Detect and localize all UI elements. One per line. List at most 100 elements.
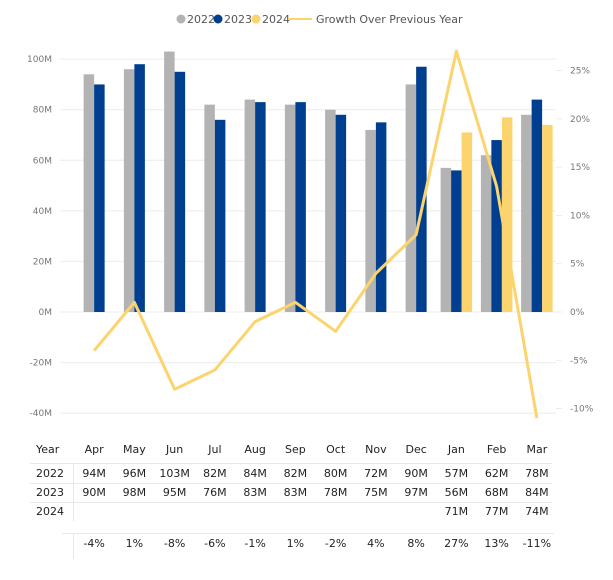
left-tick-label: 40M bbox=[33, 207, 52, 217]
table-header-Dec: Dec bbox=[405, 443, 427, 456]
table-row-label: 2022 bbox=[36, 467, 64, 480]
legend-marker-2023 bbox=[213, 14, 223, 24]
table-divider bbox=[30, 502, 552, 503]
growth-line bbox=[92, 49, 539, 419]
right-tick-label: 15% bbox=[570, 163, 590, 173]
table-header-Jun: Jun bbox=[166, 443, 184, 456]
right-tick-label: 25% bbox=[570, 67, 590, 77]
bar-2023-Jan bbox=[451, 170, 462, 312]
table-divider bbox=[30, 483, 552, 484]
table-header-Sep: Sep bbox=[285, 443, 306, 456]
table-growth-cell: 4% bbox=[367, 537, 385, 550]
bar-2022-Feb bbox=[480, 155, 492, 312]
bar-2022-May bbox=[123, 69, 135, 312]
bar-2023-Feb bbox=[491, 140, 502, 312]
table-divider bbox=[73, 463, 74, 521]
table-growth-cell: -1% bbox=[244, 537, 266, 550]
bar-2023-May bbox=[134, 64, 145, 312]
right-tick-label: 20% bbox=[570, 115, 590, 125]
bar-2023-Oct bbox=[335, 114, 347, 313]
bar-2022-Oct bbox=[325, 109, 336, 312]
bar-2022-Aug bbox=[244, 99, 256, 312]
bar-2022-Jan bbox=[440, 167, 452, 312]
table-cell: 84M bbox=[243, 467, 267, 480]
table-header-Nov: Nov bbox=[365, 443, 387, 456]
table-growth-cell: 27% bbox=[444, 537, 469, 550]
table-header-May: May bbox=[123, 443, 146, 456]
table-growth-cell: 1% bbox=[125, 537, 144, 550]
right-axis: 25% 20% 15% 10% 5% 0% -5% -10% bbox=[556, 67, 594, 415]
table-cell: 82M bbox=[203, 467, 227, 480]
table-cell: 97M bbox=[404, 486, 428, 499]
table-cell: 71M bbox=[444, 505, 469, 518]
table-cell: 98M bbox=[122, 486, 147, 499]
table-growth-cell: -4% bbox=[83, 537, 105, 550]
table-divider bbox=[62, 533, 554, 534]
table-cell: 56M bbox=[444, 486, 469, 499]
table-cell: 68M bbox=[484, 486, 509, 499]
bar-2022-Mar bbox=[521, 114, 532, 313]
legend-label-2022: 2022 bbox=[187, 13, 215, 26]
table-cell: 57M bbox=[444, 467, 469, 480]
growth-line-path bbox=[92, 49, 539, 419]
bar-2023-Dec bbox=[416, 66, 427, 312]
table-cell: 94M bbox=[82, 467, 106, 480]
table-header-Feb: Feb bbox=[486, 443, 507, 456]
bar-2023-Jul bbox=[214, 119, 226, 312]
left-tick-label: 80M bbox=[33, 106, 52, 116]
table-header-Apr: Apr bbox=[84, 443, 104, 456]
table-growth-cell: -11% bbox=[522, 537, 552, 550]
legend-label-2024: 2024 bbox=[262, 13, 290, 26]
table-cell: 96M bbox=[122, 467, 147, 480]
table-cell: 78M bbox=[525, 467, 549, 480]
right-tick-label: -10% bbox=[570, 405, 594, 415]
table-divider bbox=[30, 463, 552, 464]
bar-2024-Mar bbox=[542, 124, 553, 312]
legend-label-growth: Growth Over Previous Year bbox=[316, 13, 463, 26]
table-cell: 82M bbox=[283, 467, 308, 480]
left-tick-label: 20M bbox=[33, 257, 52, 267]
table-cell: 103M bbox=[159, 467, 190, 480]
right-tick-label: 5% bbox=[570, 260, 585, 270]
bar-2023-Mar bbox=[531, 99, 543, 312]
bar-2022-Jul bbox=[204, 104, 215, 313]
bar-2022-Nov bbox=[365, 129, 376, 312]
bar-2024-Jan bbox=[461, 132, 473, 312]
bar-2022-Sep bbox=[284, 104, 296, 313]
table-cell: 78M bbox=[323, 486, 348, 499]
bar-2022-Apr bbox=[83, 74, 95, 312]
left-tick-label: 100M bbox=[27, 55, 52, 65]
table-cell: 77M bbox=[484, 505, 509, 518]
table-header-Jan: Jan bbox=[447, 443, 465, 456]
table-growth-cell: -2% bbox=[324, 537, 347, 550]
bar-2023-Jun bbox=[174, 71, 186, 313]
table-row-label: 2024 bbox=[36, 505, 64, 518]
bar-2022-Dec bbox=[405, 84, 417, 312]
bar-2022-Jun bbox=[164, 51, 175, 313]
bar-2023-Nov bbox=[375, 122, 387, 312]
bar-2023-Apr bbox=[94, 84, 105, 312]
legend-marker-2022 bbox=[176, 14, 186, 24]
table-divider bbox=[73, 533, 74, 559]
table-cell: 72M bbox=[364, 467, 388, 480]
legend-label-2023: 2023 bbox=[224, 13, 252, 26]
table-cell: 75M bbox=[364, 486, 388, 499]
legend: 2022 2023 2024 Growth Over Previous Year bbox=[176, 13, 463, 26]
table-growth-cell: 1% bbox=[286, 537, 305, 550]
table-header-Mar: Mar bbox=[526, 443, 548, 456]
left-tick-label: 60M bbox=[33, 156, 52, 166]
table-growth-cell: -6% bbox=[204, 537, 226, 550]
bar-2024-Feb bbox=[501, 117, 513, 312]
right-tick-label: 10% bbox=[570, 211, 590, 221]
bars bbox=[83, 51, 553, 313]
table-growth-cell: 13% bbox=[484, 537, 509, 550]
table-header-Aug: Aug bbox=[244, 443, 266, 456]
left-tick-label: -40M bbox=[30, 409, 52, 419]
table-growth-cell: -8% bbox=[163, 537, 186, 550]
table-cell: 80M bbox=[323, 467, 348, 480]
left-tick-label: 0M bbox=[39, 308, 53, 318]
table-header-year: Year bbox=[36, 443, 60, 456]
table-cell: 83M bbox=[283, 486, 308, 499]
legend-marker-2024 bbox=[251, 14, 261, 24]
table-cell: 84M bbox=[525, 486, 549, 499]
